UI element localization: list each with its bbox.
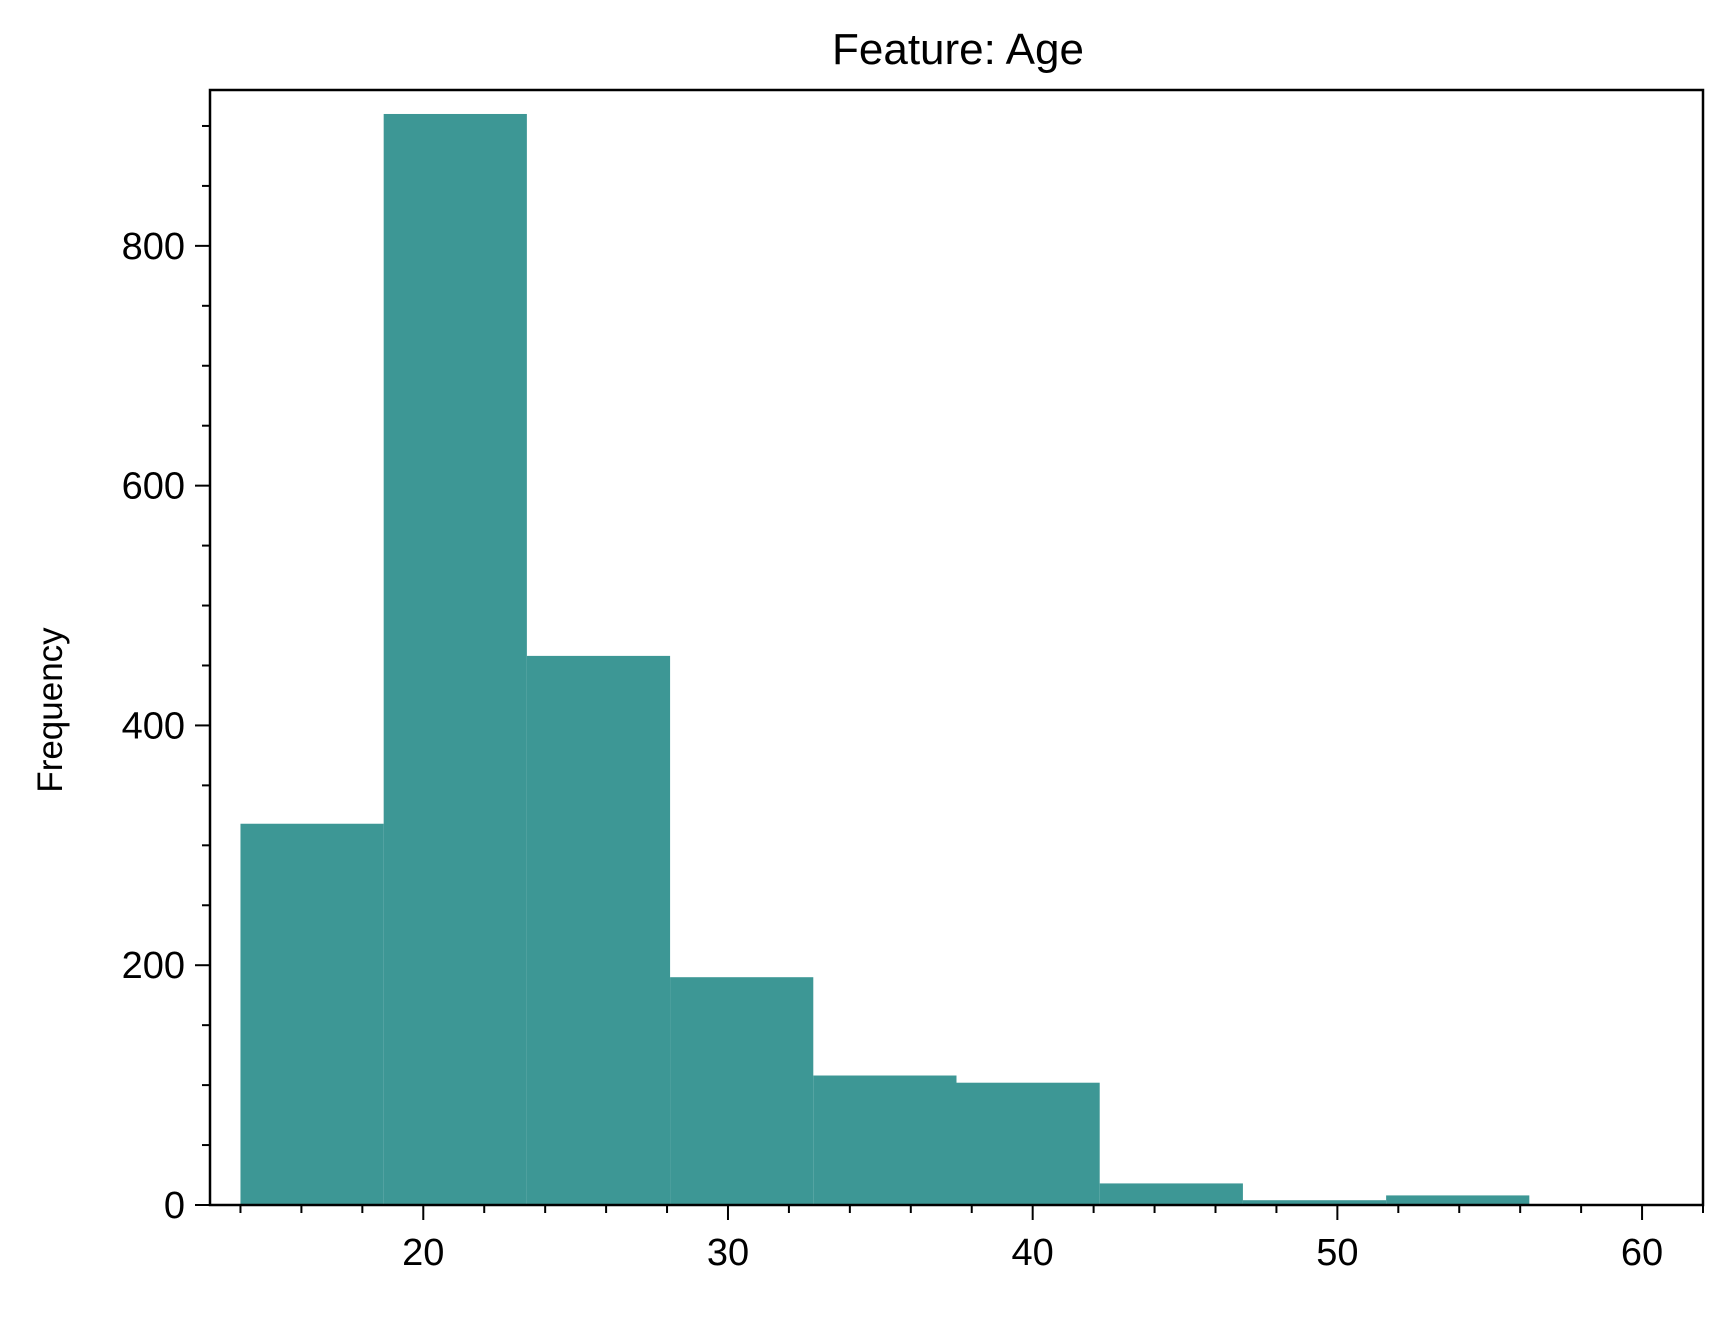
x-tick-label: 60 <box>1621 1232 1663 1274</box>
plot-frame <box>208 88 1705 1207</box>
x-tick-label: 50 <box>1316 1232 1358 1274</box>
y-axis: 0 200 400 600 800 <box>122 124 210 1227</box>
chart-title: Feature: Age <box>832 25 1084 74</box>
x-tick-label: 20 <box>402 1232 444 1274</box>
histogram-bar <box>526 655 671 1205</box>
histogram-bar <box>383 113 527 1205</box>
histogram-bar <box>813 1075 957 1205</box>
y-tick-label: 600 <box>122 466 185 508</box>
y-tick-label: 400 <box>122 705 185 747</box>
x-tick-label: 40 <box>1012 1232 1054 1274</box>
histogram-bar <box>1386 1195 1530 1205</box>
y-axis-title: Frequency <box>31 627 70 793</box>
histogram-bar <box>1099 1183 1243 1205</box>
x-axis: 20 30 40 50 60 <box>239 1205 1704 1274</box>
y-tick-label: 0 <box>164 1185 185 1227</box>
histogram-bar <box>1242 1200 1387 1205</box>
histogram-bar <box>956 1082 1100 1205</box>
y-tick-label: 800 <box>122 226 185 268</box>
bars-group <box>240 113 1530 1205</box>
y-tick-label: 200 <box>122 945 185 987</box>
histogram-bar <box>240 823 384 1205</box>
histogram-bar <box>670 977 814 1205</box>
x-tick-label: 30 <box>707 1232 749 1274</box>
